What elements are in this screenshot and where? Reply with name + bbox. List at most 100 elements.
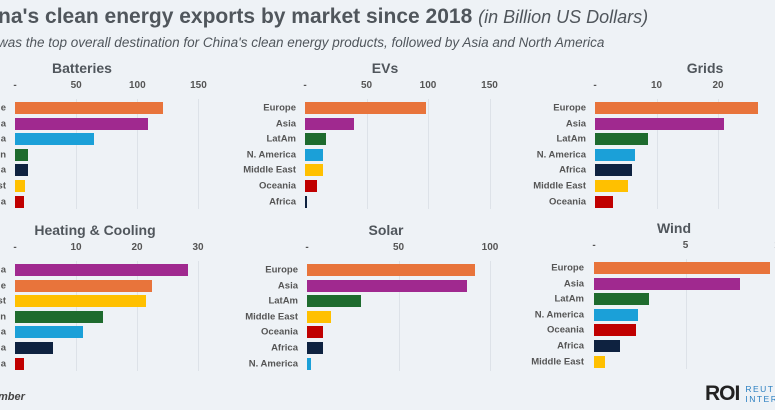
bar-africa <box>15 342 53 354</box>
category-label: Asia <box>277 280 298 292</box>
axis-tick-label: 100 <box>128 80 146 91</box>
bar-africa <box>15 164 29 177</box>
title-text: na's clean energy exports by market sinc… <box>0 5 473 28</box>
bar-middle-east <box>15 180 25 192</box>
bar-latam <box>15 148 29 161</box>
title-unit: (in Billion US Dollars) <box>478 7 649 27</box>
bar-latam <box>595 133 648 146</box>
bar-asia <box>305 117 355 130</box>
bar-africa <box>305 195 307 208</box>
bar-n-america <box>594 308 638 321</box>
category-label: Oceania <box>259 180 296 192</box>
chart-subtitle: was the top overall destination for Chin… <box>0 35 605 50</box>
category-label: N. America <box>246 149 296 161</box>
bar-asia <box>307 279 468 292</box>
category-label: a <box>0 326 6 338</box>
chart-title: na's clean energy exports by market sinc… <box>0 5 648 29</box>
axis-tick-label: 10 <box>650 80 663 91</box>
reuters-logo: ROI REUTINTER <box>705 382 775 406</box>
category-label: Africa <box>559 164 586 176</box>
category-label: e <box>0 280 6 292</box>
category-label: LatAm <box>266 133 296 145</box>
axis-tick-label: - <box>592 240 596 251</box>
category-label: Middle East <box>245 311 298 323</box>
bar-africa <box>594 340 620 352</box>
category-label: a <box>0 196 6 208</box>
bar-latam <box>307 295 361 308</box>
category-label: a <box>0 118 6 130</box>
category-label: Asia <box>275 118 296 130</box>
category-label: LatAm <box>556 133 586 145</box>
axis-tick-label: 100 <box>419 80 437 91</box>
category-label: N. America <box>534 309 584 321</box>
bar-oceania <box>305 180 318 192</box>
category-label: Oceania <box>547 324 584 336</box>
axis-tick-label: - <box>13 242 17 253</box>
axis-tick-label: 50 <box>392 242 405 253</box>
gridline <box>366 99 368 209</box>
gridline <box>718 99 719 209</box>
bar-latam <box>594 293 649 306</box>
bar-asia <box>15 264 189 276</box>
category-label: N. America <box>248 358 298 370</box>
category-label: st <box>0 180 6 192</box>
axis-tick-label: 10 <box>70 242 82 253</box>
category-label: a <box>0 358 6 370</box>
axis-tick-label: 20 <box>712 80 724 91</box>
bar-oceania <box>307 326 324 339</box>
category-label: Asia <box>565 118 586 130</box>
axis-tick-label: 50 <box>360 80 373 91</box>
bar-n-america <box>15 326 83 339</box>
category-label: a <box>0 133 6 145</box>
axis-tick-label: 150 <box>481 80 498 91</box>
bar-latam <box>305 133 326 146</box>
category-label: Middle East <box>531 356 584 368</box>
category-label: N. America <box>536 149 586 161</box>
bar-n-america <box>15 133 95 146</box>
bar-europe <box>305 102 426 114</box>
axis-tick-label: 100 <box>481 242 499 253</box>
bar-n-america <box>307 357 311 370</box>
bar-middle-east <box>595 180 628 192</box>
bar-n-america <box>595 148 635 161</box>
axis-tick-label: - <box>13 80 17 91</box>
category-label: Middle East <box>533 180 586 192</box>
logo-mark: ROI <box>705 382 740 405</box>
logo-text: REUTINTER <box>745 384 775 404</box>
gridline <box>656 99 658 209</box>
gridline <box>428 99 429 209</box>
category-label: a <box>0 264 6 276</box>
bar-africa <box>307 342 324 354</box>
category-label: n <box>0 149 6 161</box>
axis-tick-label: 5 <box>682 240 689 251</box>
bar-n-america <box>305 148 324 161</box>
axis-tick-label: - <box>303 80 307 91</box>
gridline <box>76 99 78 209</box>
category-label: LatAm <box>268 295 298 307</box>
axis-tick-label: 30 <box>192 242 204 253</box>
bar-middle-east <box>594 355 605 368</box>
axis-tick-label: 50 <box>70 80 82 91</box>
axis-tick-label: - <box>593 80 597 91</box>
category-label: Europe <box>551 262 584 274</box>
axis-tick-label: 20 <box>131 242 143 253</box>
bar-asia <box>15 117 149 130</box>
category-label: Africa <box>271 342 298 354</box>
bar-asia <box>595 117 725 130</box>
category-label: Europe <box>263 102 296 114</box>
panel-title: Wind <box>656 220 692 236</box>
category-label: LatAm <box>554 293 584 305</box>
bar-middle-east <box>305 164 323 177</box>
axis-tick-label: - <box>305 242 309 253</box>
source-note: mber <box>0 391 25 403</box>
bar-latam <box>15 310 103 323</box>
category-label: a <box>0 164 6 176</box>
category-label: st <box>0 295 6 307</box>
category-label: Oceania <box>261 326 298 338</box>
axis-tick-label: 150 <box>190 80 207 91</box>
bar-asia <box>594 277 741 290</box>
bar-oceania <box>15 357 25 370</box>
bar-europe <box>594 262 770 274</box>
bar-europe <box>15 102 163 114</box>
category-label: Africa <box>557 340 584 352</box>
